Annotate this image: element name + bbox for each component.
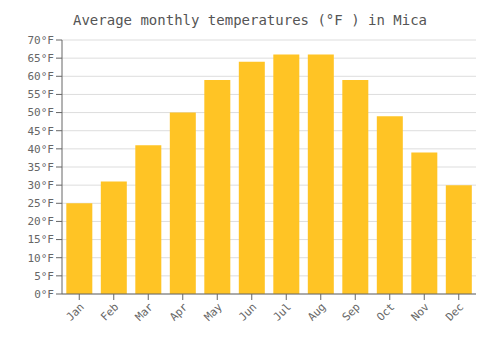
- svg-text:Sep: Sep: [340, 300, 363, 323]
- svg-text:30°F: 30°F: [28, 179, 55, 192]
- svg-text:Jan: Jan: [64, 300, 87, 323]
- svg-text:15°F: 15°F: [28, 233, 55, 246]
- svg-text:Jun: Jun: [236, 300, 259, 323]
- html-text:Average monthly temperatures (: Average monthly temperatures (°F ) in Mi…: [73, 12, 427, 28]
- svg-text:45°F: 45°F: [28, 125, 55, 138]
- svg-text:Dec: Dec: [443, 300, 466, 323]
- svg-text:5°F: 5°F: [34, 270, 54, 283]
- svg-text:Mar: Mar: [133, 300, 157, 324]
- svg-text:35°F: 35°F: [28, 161, 55, 174]
- svg-text:20°F: 20°F: [28, 215, 55, 228]
- svg-text:Aug: Aug: [305, 300, 328, 323]
- svg-text:65°F: 65°F: [28, 52, 55, 65]
- svg-text:10°F: 10°F: [28, 252, 55, 265]
- svg-text:Apr: Apr: [167, 300, 191, 324]
- svg-text:Nov: Nov: [409, 300, 433, 324]
- svg-text:50°F: 50°F: [28, 106, 55, 119]
- svg-text:55°F: 55°F: [28, 88, 55, 101]
- svg-text:40°F: 40°F: [28, 143, 55, 156]
- svg-text:May: May: [202, 300, 226, 324]
- svg-text:60°F: 60°F: [28, 70, 55, 83]
- svg-text:Jul: Jul: [271, 300, 294, 323]
- svg-text:Oct: Oct: [374, 300, 397, 323]
- svg-text:70°F: 70°F: [28, 34, 55, 47]
- svg-text:25°F: 25°F: [28, 197, 55, 210]
- svg-text:0°F: 0°F: [34, 288, 54, 301]
- svg-text:Feb: Feb: [98, 300, 121, 323]
